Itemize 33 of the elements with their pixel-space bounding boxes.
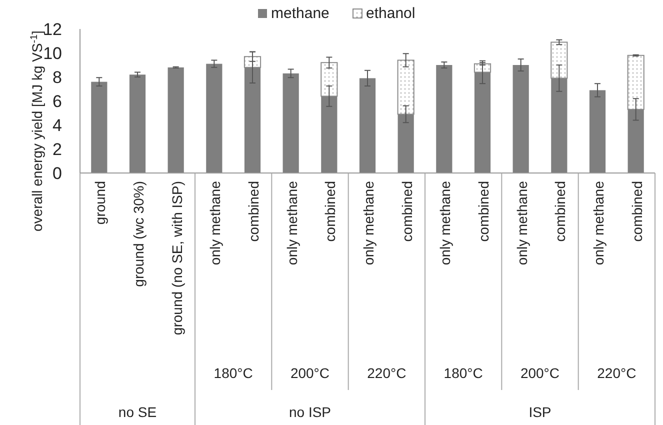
x-tick-label: combined xyxy=(246,181,262,242)
x-tick-label: combined xyxy=(322,181,338,242)
y-tick-label: 6 xyxy=(52,92,62,111)
x-tick-label: ground (no SE, with ISP) xyxy=(168,181,185,336)
x-tick-label: ground xyxy=(92,181,108,225)
x-tick-label: combined xyxy=(476,181,492,242)
x-tick-label: only methane xyxy=(360,180,376,266)
x-tick-label: combined xyxy=(398,181,415,242)
legend-label: ethanol xyxy=(366,5,416,22)
text: 220°C xyxy=(597,365,636,381)
text: 220°C xyxy=(367,365,406,381)
x-tick-label: only methane xyxy=(514,180,530,266)
x-tick-label: ground (wc 30%) xyxy=(130,181,146,287)
y-tick-label: 12 xyxy=(43,20,62,39)
x-tick-label: combined xyxy=(552,181,568,242)
legend-label: methane xyxy=(271,5,330,22)
x-tick-label: only methane xyxy=(284,180,300,266)
x-tick-label: only methane xyxy=(437,180,454,266)
y-tick-label: 10 xyxy=(43,44,62,63)
y-tick-label: 0 xyxy=(52,164,62,183)
x-tick-label: combined xyxy=(628,181,645,242)
y-tick-label: 4 xyxy=(52,116,62,135)
text: 200°C xyxy=(290,365,330,381)
x-tick-label: only methane xyxy=(207,180,224,266)
text: no ISP xyxy=(288,404,332,420)
text: 180°C xyxy=(444,365,483,381)
y-tick-label: 2 xyxy=(52,140,62,159)
text: no SE xyxy=(118,404,157,420)
text: 200°C xyxy=(520,365,560,381)
y-tick-label: 8 xyxy=(52,68,62,87)
x-tick-label: only methane xyxy=(590,180,606,266)
text: ISP xyxy=(528,404,552,420)
text: 180°C xyxy=(214,365,253,381)
